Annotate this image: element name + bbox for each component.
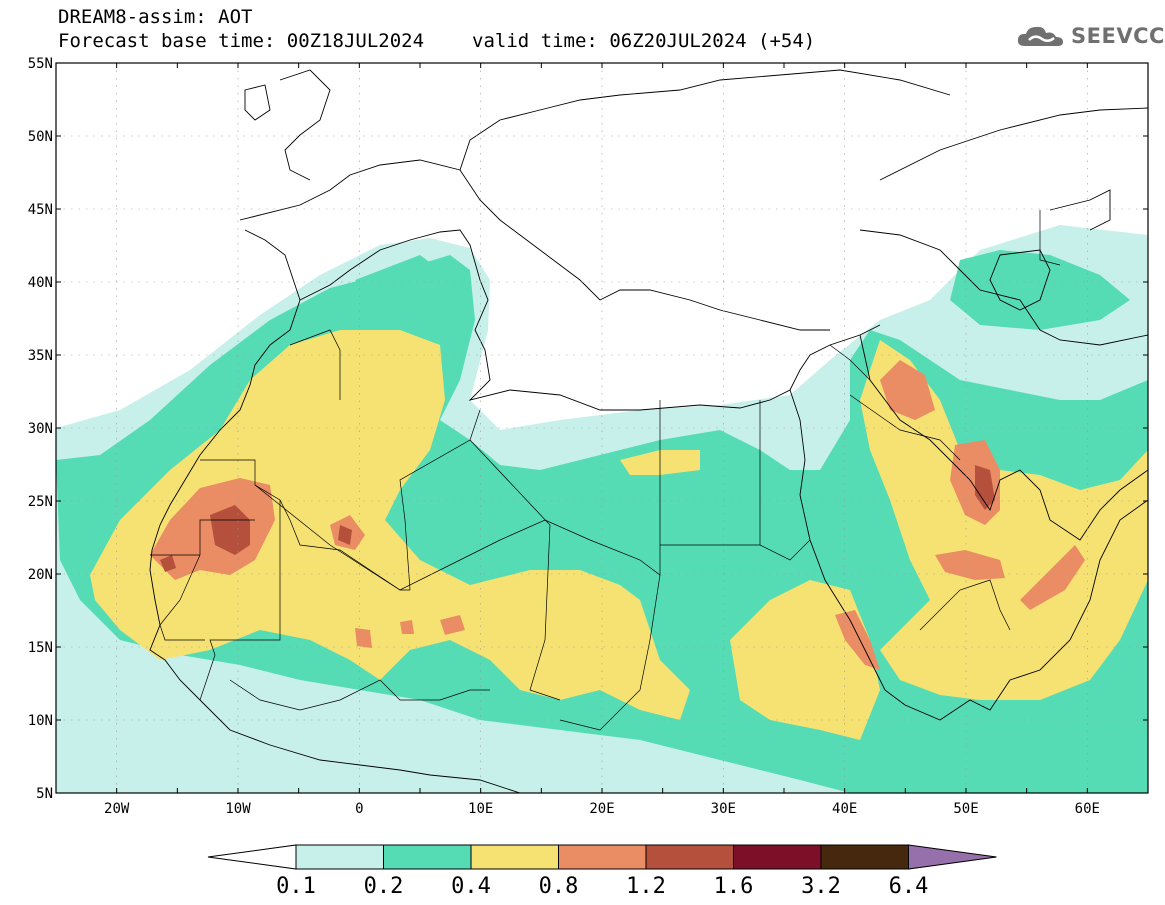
lat-label: 5N <box>36 786 53 802</box>
lat-label: 30N <box>28 421 53 437</box>
colorbar-box <box>733 844 822 870</box>
lon-label: 20W <box>104 801 130 817</box>
colorbar-label: 3.2 <box>801 874 841 899</box>
lat-label: 15N <box>28 640 53 656</box>
aot-fields <box>56 225 1148 793</box>
colorbar-label: 0.8 <box>539 874 579 899</box>
lon-label: 40E <box>832 801 857 817</box>
coastlines <box>149 69 1148 793</box>
colorbar-box <box>645 844 734 870</box>
aot-level-0.4 <box>90 330 1148 740</box>
time-info: Forecast base time: 00Z18JUL2024 valid ti… <box>58 30 815 52</box>
colorbar-box <box>295 844 384 870</box>
colorbar-label: 1.2 <box>626 874 666 899</box>
colorbar-label: 1.6 <box>714 874 754 899</box>
logo: SEEVCCC <box>1015 22 1165 50</box>
lat-label: 35N <box>28 348 53 364</box>
lat-label: 55N <box>28 56 53 72</box>
lon-label: 0 <box>355 801 363 817</box>
colorbar-box <box>558 844 647 870</box>
lat-label: 10N <box>28 713 53 729</box>
colorbar-low-arrow <box>207 844 297 870</box>
colorbar: 0.1 0.2 0.4 0.8 1.2 1.6 3.2 6.4 <box>207 844 997 899</box>
colorbar-label: 6.4 <box>889 874 929 899</box>
colorbar-box <box>470 844 559 870</box>
cloud-icon <box>1017 26 1063 46</box>
aot-level-1.2 <box>160 465 995 572</box>
lat-label: 50N <box>28 129 53 145</box>
lat-label: 45N <box>28 202 53 218</box>
lon-label: 10E <box>468 801 493 817</box>
colorbar-box <box>383 844 472 870</box>
lon-label: 50E <box>953 801 978 817</box>
lon-label: 30E <box>711 801 736 817</box>
colorbar-label: 0.1 <box>276 874 316 899</box>
country-borders <box>150 210 1061 731</box>
colorbar-label: 0.2 <box>364 874 404 899</box>
lon-label: 60E <box>1075 801 1100 817</box>
latitude-labels: 55N 50N 45N 40N 35N 30N 25N 20N 15N 10N 5N <box>28 56 53 802</box>
colorbar-label: 0.4 <box>451 874 491 899</box>
valid-time: valid time: 06Z20JUL2024 (+54) <box>472 30 816 52</box>
lon-label: 20E <box>589 801 614 817</box>
colorbar-box <box>820 844 909 870</box>
longitude-labels: 20W 10W 0 10E 20E 30E 40E 50E 60E <box>104 801 1100 817</box>
axis-ticks <box>55 62 1149 794</box>
lat-label: 25N <box>28 494 53 510</box>
base-time: Forecast base time: 00Z18JUL2024 <box>58 30 425 52</box>
lat-label: 20N <box>28 567 53 583</box>
lat-label: 40N <box>28 275 53 291</box>
graticule <box>56 63 1148 793</box>
logo-text: SEEVCCC <box>1071 24 1165 48</box>
lon-label: 10W <box>225 801 251 817</box>
colorbar-high-arrow <box>908 844 997 870</box>
map-title: DREAM8-assim: AOT <box>58 6 253 28</box>
